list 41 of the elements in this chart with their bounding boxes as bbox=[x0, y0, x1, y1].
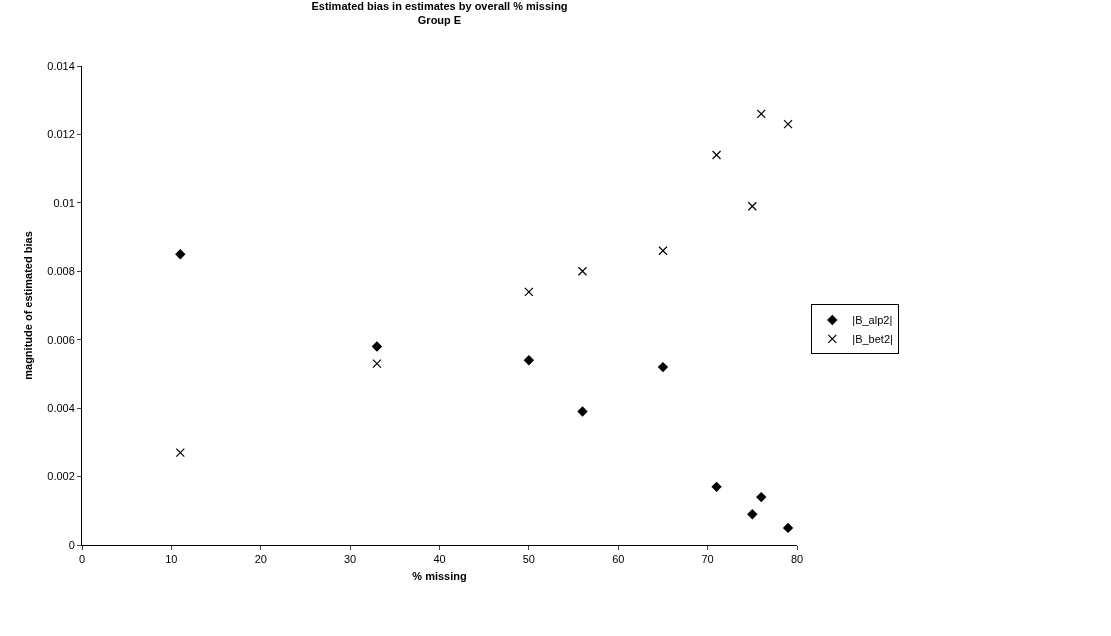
y-tick-label: 0.004 bbox=[47, 401, 75, 414]
x-tick-label: 50 bbox=[522, 553, 536, 566]
legend-label: |B_bet2| bbox=[852, 333, 893, 346]
point bbox=[577, 266, 588, 276]
x-tick-label: 10 bbox=[165, 553, 178, 566]
y-tick-label: 0.014 bbox=[47, 59, 75, 72]
point bbox=[657, 361, 669, 373]
y-tick-label: 0.012 bbox=[47, 128, 75, 141]
chart-title: Estimated bias in estimates by overall % missing bbox=[311, 0, 568, 12]
point bbox=[372, 359, 382, 369]
point bbox=[711, 481, 722, 493]
point bbox=[756, 491, 767, 503]
point bbox=[523, 355, 535, 366]
chart-subtitle: Group E bbox=[417, 13, 462, 26]
point bbox=[175, 248, 186, 260]
point bbox=[782, 522, 794, 534]
point bbox=[747, 201, 757, 211]
x-tick-label: 80 bbox=[790, 553, 804, 566]
point bbox=[711, 150, 722, 160]
y-tick-label: 0.01 bbox=[53, 196, 75, 209]
x-axis-title: % missing bbox=[412, 570, 467, 583]
y-tick-label: 0 bbox=[68, 538, 75, 551]
point bbox=[371, 341, 383, 352]
point bbox=[524, 287, 534, 297]
point bbox=[175, 448, 185, 458]
y-tick-label: 0.008 bbox=[47, 265, 75, 278]
y-tick-label: 0.006 bbox=[47, 333, 75, 346]
x-tick-label: 60 bbox=[612, 553, 625, 566]
x-tick-label: 0 bbox=[78, 553, 86, 566]
point bbox=[658, 246, 668, 256]
point bbox=[756, 109, 766, 119]
point bbox=[783, 119, 793, 129]
point bbox=[747, 509, 758, 520]
y-tick-label: 0.002 bbox=[47, 470, 75, 483]
x-tick-label: 40 bbox=[433, 553, 446, 566]
point bbox=[577, 406, 588, 417]
x-tick-label: 30 bbox=[344, 553, 357, 566]
legend-label: |B_alp2| bbox=[852, 314, 893, 327]
x-tick-label: 70 bbox=[701, 553, 714, 566]
y-axis-title: magnitude of estimated bias bbox=[21, 231, 34, 380]
x-tick-label: 20 bbox=[254, 553, 267, 566]
